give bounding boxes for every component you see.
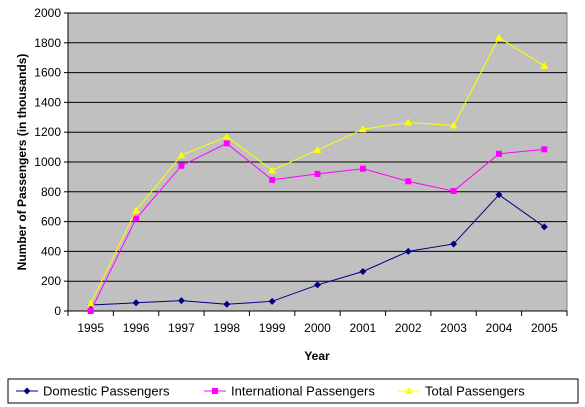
legend-label: International Passengers xyxy=(231,384,375,399)
data-point xyxy=(359,165,366,172)
x-tick-label: 2005 xyxy=(531,321,558,335)
data-point xyxy=(540,61,549,69)
legend-label: Domestic Passengers xyxy=(43,384,170,399)
y-tick-label: 1400 xyxy=(34,95,61,109)
y-axis-ticks: 0 200 400 600 800 1000 1200 1400 1600 1800 2000 xyxy=(34,6,69,318)
x-tick-label: 2003 xyxy=(440,321,467,335)
y-tick-label: 2000 xyxy=(34,6,61,20)
data-point xyxy=(223,140,230,147)
x-tick-label: 1995 xyxy=(77,321,104,335)
legend-marker xyxy=(212,388,218,394)
data-point xyxy=(495,191,503,199)
data-point xyxy=(268,166,276,174)
y-tick-label: 200 xyxy=(41,274,61,288)
data-point xyxy=(86,299,95,307)
data-point xyxy=(314,281,321,289)
data-point xyxy=(177,151,186,159)
y-tick-label: 0 xyxy=(54,304,61,318)
x-tick-label: 2004 xyxy=(486,321,513,335)
y-axis-title: Number of Passengers (in thousands) xyxy=(15,54,29,271)
x-tick-label: 1997 xyxy=(168,321,195,335)
data-point xyxy=(359,268,367,276)
data-point xyxy=(178,162,185,169)
data-point xyxy=(132,299,140,307)
y-tick-label: 600 xyxy=(41,215,61,229)
series-2 xyxy=(87,140,548,314)
data-point xyxy=(495,150,502,157)
y-tick-label: 1200 xyxy=(34,125,61,139)
legend-box xyxy=(7,378,579,404)
x-tick-label: 1996 xyxy=(123,321,150,335)
data-point xyxy=(404,247,412,255)
x-axis-title: Year xyxy=(304,349,330,363)
data-point xyxy=(87,308,94,314)
data-point xyxy=(132,206,140,214)
x-tick-label: 1998 xyxy=(213,321,240,335)
legend: Domestic Passengers International Passeng… xyxy=(7,378,579,404)
data-point xyxy=(405,178,412,185)
y-tick-label: 400 xyxy=(41,244,61,258)
data-point xyxy=(313,146,322,154)
data-point xyxy=(450,240,458,248)
data-point xyxy=(495,33,503,41)
data-point xyxy=(540,223,548,231)
x-tick-label: 2000 xyxy=(304,321,331,335)
data-point xyxy=(223,300,231,308)
data-point xyxy=(359,125,367,133)
legend-label: Total Passengers xyxy=(425,384,525,399)
series-layer xyxy=(86,33,549,314)
x-axis-ticks: 1995 1996 1997 1998 1999 2000 2001 2002 2003 2004… xyxy=(67,310,568,335)
legend-marker xyxy=(405,387,413,394)
data-point xyxy=(133,215,140,222)
y-tick-label: 800 xyxy=(41,185,61,199)
x-tick-label: 2002 xyxy=(395,321,422,335)
x-tick-label: 1999 xyxy=(259,321,286,335)
legend-marker xyxy=(23,387,31,395)
series-3 xyxy=(86,33,549,307)
data-point xyxy=(177,297,185,305)
gridlines xyxy=(68,12,567,282)
data-point xyxy=(269,176,276,183)
y-tick-label: 1000 xyxy=(34,155,61,169)
y-tick-label: 1600 xyxy=(34,66,61,80)
data-point xyxy=(541,146,548,153)
data-point xyxy=(268,297,276,305)
data-point xyxy=(449,121,458,129)
data-point xyxy=(404,118,413,126)
data-point xyxy=(222,132,231,140)
data-point xyxy=(314,170,321,177)
y-tick-label: 1800 xyxy=(34,36,61,50)
x-tick-label: 2001 xyxy=(350,321,377,335)
data-point xyxy=(450,188,457,195)
